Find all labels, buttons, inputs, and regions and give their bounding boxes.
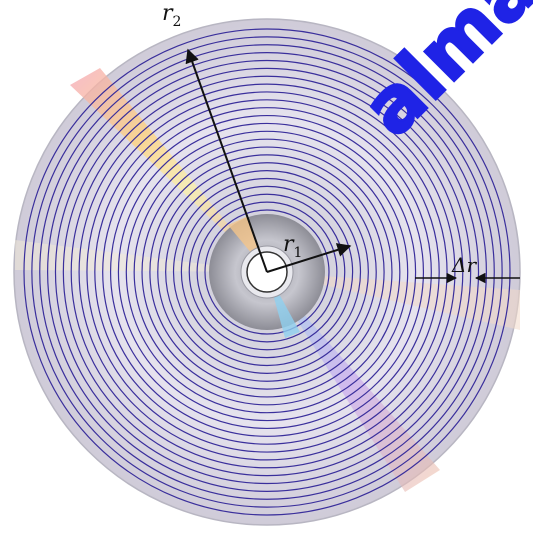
track-ring <box>31 36 503 508</box>
track-ring <box>94 99 440 445</box>
track-ring <box>102 107 432 437</box>
track-ring <box>172 177 362 367</box>
track-ring <box>23 28 511 516</box>
track-ring <box>125 130 409 414</box>
track-ring <box>157 162 377 382</box>
track-ring <box>180 185 354 359</box>
track-ring <box>149 154 385 390</box>
delta-r-label: Δr <box>451 253 477 277</box>
track-ring <box>141 146 393 398</box>
track-ring <box>117 122 417 422</box>
track-ring <box>39 44 495 500</box>
track-ring <box>109 114 425 430</box>
track-ring <box>78 83 456 461</box>
r1-label: r1 <box>283 232 302 261</box>
track-ring <box>70 75 464 469</box>
track-ring <box>188 193 346 351</box>
r2-label: r2 <box>162 1 181 30</box>
track-ring <box>133 138 401 406</box>
track-ring <box>196 201 338 343</box>
track-ring <box>47 52 487 492</box>
r2-arrow <box>185 48 268 273</box>
track-ring <box>54 59 480 485</box>
track-ring <box>165 170 369 374</box>
track-ring <box>204 209 330 335</box>
track-ring <box>62 67 472 477</box>
track-ring <box>86 91 448 453</box>
data-tracks <box>23 28 511 516</box>
r1-arrow <box>266 243 352 273</box>
